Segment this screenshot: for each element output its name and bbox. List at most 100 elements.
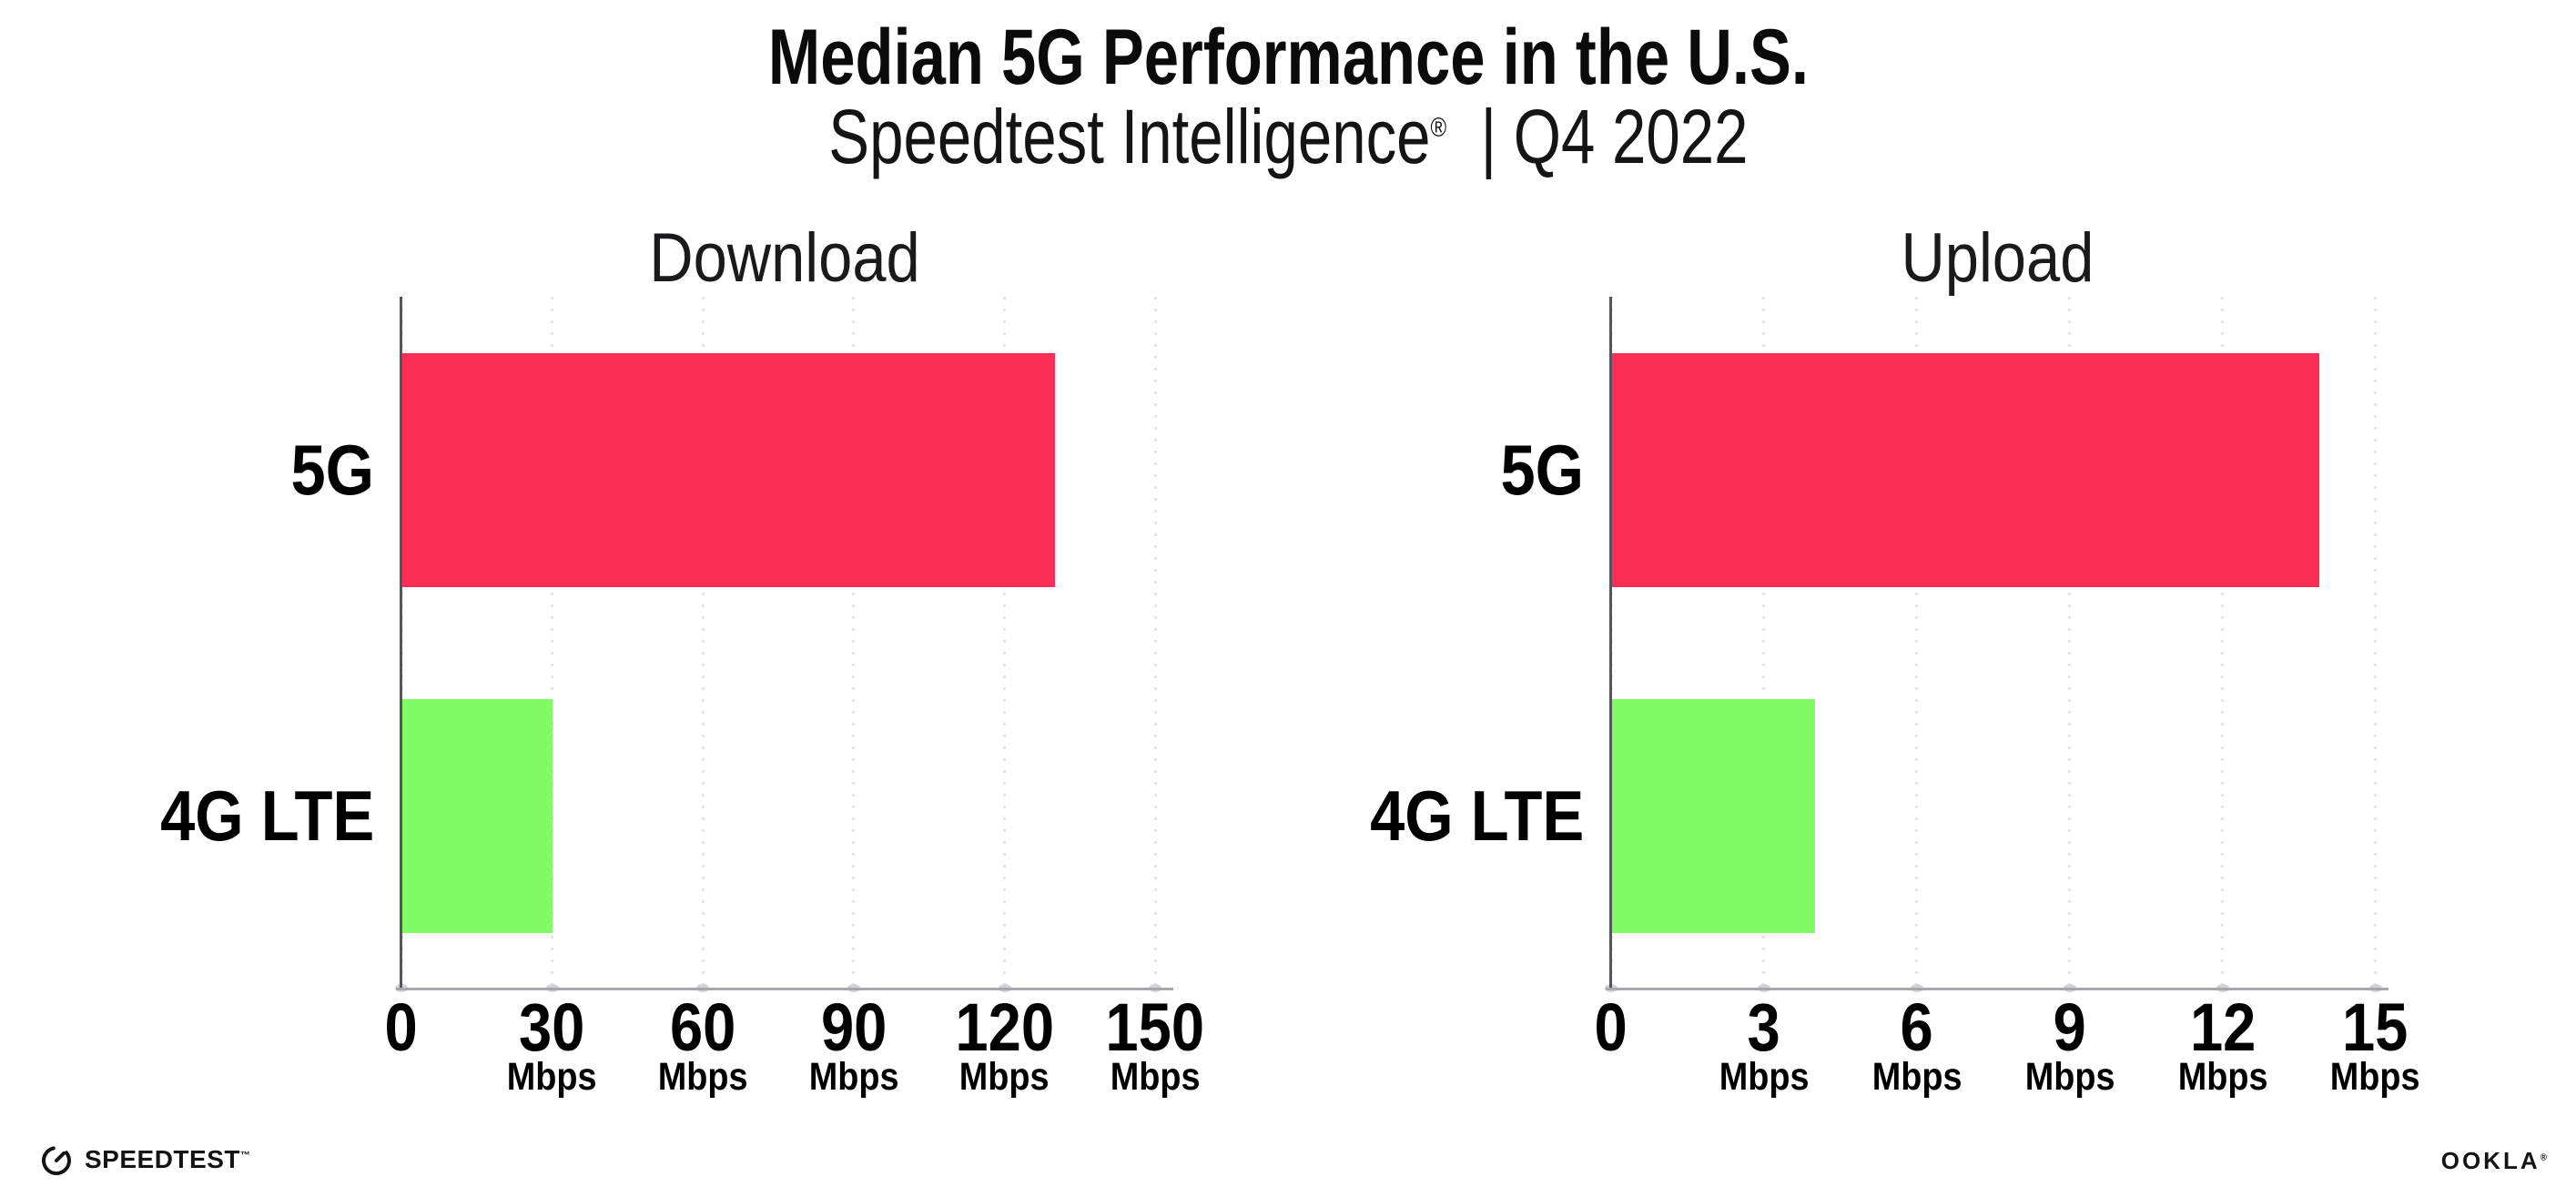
x-tick-unit: Mbps	[772, 1058, 936, 1097]
x-tick-value-text: 90	[820, 989, 887, 1065]
bar-5g	[1611, 352, 2320, 587]
x-tick: 12 Mbps	[2141, 994, 2305, 1097]
x-axis-line	[396, 988, 1173, 990]
x-tick: 60 Mbps	[621, 994, 785, 1097]
subtitle-period: Q4 2022	[1513, 94, 1749, 179]
x-tick-unit: Mbps	[621, 1058, 785, 1097]
x-tick-value: 9	[1988, 994, 2152, 1061]
x-tick-unit-text: Mbps	[657, 1055, 748, 1099]
x-tick-unit-text: Mbps	[507, 1055, 598, 1099]
speedtest-gauge-icon	[42, 1146, 71, 1175]
x-tick-value: 12	[2141, 994, 2305, 1061]
x-tick-unit: Mbps	[1835, 1058, 1999, 1097]
y-axis-line	[1609, 297, 1612, 989]
x-tick-value-text: 12	[2189, 989, 2256, 1065]
x-tick-value-text: 120	[955, 989, 1054, 1065]
ookla-logo: OOKLA®	[2441, 1147, 2547, 1175]
x-tick: 3 Mbps	[1682, 994, 1846, 1097]
x-tick: 6 Mbps	[1835, 994, 1999, 1097]
x-tick-value: 3	[1682, 994, 1846, 1061]
x-tick-unit-text: Mbps	[1719, 1055, 1810, 1099]
page-subtitle-text: Speedtest Intelligence® | Q4 2022	[828, 93, 1748, 181]
x-tick-value-text: 150	[1105, 989, 1205, 1065]
bar-5g	[401, 352, 1055, 587]
x-tick: 150 Mbps	[1073, 994, 1237, 1097]
x-tick-value-text: 6	[1900, 989, 1933, 1065]
x-tick-unit: Mbps	[923, 1058, 1087, 1097]
gridline	[2374, 297, 2378, 989]
page-title-text: Median 5G Performance in the U.S.	[767, 14, 1809, 101]
chart-title-text: Download	[649, 219, 920, 297]
gridline	[2221, 297, 2225, 989]
x-tick-value-text: 30	[519, 989, 585, 1065]
x-tick-unit: Mbps	[1682, 1058, 1846, 1097]
chart-title-text: Upload	[1901, 219, 2094, 297]
trademark-mark: ™	[239, 1150, 251, 1161]
category-label-5g: 5G	[1256, 427, 1584, 512]
x-tick-value-text: 0	[1594, 989, 1628, 1065]
category-label-text: 4G LTE	[1369, 776, 1584, 856]
x-tick-value: 0	[319, 994, 483, 1061]
x-axis-line	[1606, 988, 2388, 990]
gridline	[701, 297, 705, 989]
x-tick-unit: Mbps	[1073, 1058, 1237, 1097]
x-tick-unit-text: Mbps	[2177, 1055, 2268, 1099]
chart-title: Download	[401, 218, 1168, 298]
gridline	[1003, 297, 1007, 989]
speedtest-label: SPEEDTEST	[85, 1145, 240, 1173]
category-label-text: 5G	[1500, 430, 1584, 510]
x-tick-value: 120	[923, 994, 1087, 1061]
x-tick: 90 Mbps	[772, 994, 936, 1097]
x-tick: 0	[1529, 994, 1693, 1061]
gridline	[852, 297, 856, 989]
x-tick: 15 Mbps	[2294, 994, 2458, 1097]
y-axis-line	[400, 297, 402, 989]
x-tick-value-text: 60	[670, 989, 736, 1065]
x-tick-value: 0	[1529, 994, 1693, 1061]
x-tick-value-text: 3	[1747, 989, 1781, 1065]
category-label-4g-lte: 4G LTE	[1256, 773, 1584, 858]
x-tick: 30 Mbps	[471, 994, 634, 1097]
category-label-5g: 5G	[46, 427, 374, 512]
gridline	[1915, 297, 1919, 989]
x-tick-value: 30	[471, 994, 634, 1061]
x-tick-value-text: 0	[384, 989, 419, 1065]
page-subtitle: Speedtest Intelligence® | Q4 2022	[0, 93, 2576, 181]
subtitle-brand: Speedtest Intelligence	[827, 94, 1431, 179]
x-tick-unit-text: Mbps	[2330, 1055, 2420, 1099]
x-tick-value: 6	[1835, 994, 1999, 1061]
registered-mark: ®	[1430, 113, 1446, 143]
bar-4g-lte	[1611, 698, 1815, 933]
plot-area	[395, 297, 1173, 992]
bar-4g-lte	[401, 698, 553, 933]
page-title: Median 5G Performance in the U.S.	[0, 13, 2576, 103]
gridline	[2068, 297, 2072, 989]
x-tick-unit-text: Mbps	[1110, 1055, 1201, 1099]
x-tick-value-text: 9	[2053, 989, 2086, 1065]
x-tick-unit: Mbps	[2141, 1058, 2305, 1097]
speedtest-logo: SPEEDTEST™	[38, 1141, 250, 1178]
x-tick-unit-text: Mbps	[1871, 1055, 1962, 1099]
speedtest-wordmark: SPEEDTEST™	[85, 1145, 250, 1174]
gridline	[551, 297, 554, 989]
gridline	[1153, 297, 1157, 989]
x-tick-value: 150	[1073, 994, 1237, 1061]
x-tick-unit-text: Mbps	[808, 1055, 899, 1099]
plot-area	[1605, 297, 2388, 992]
x-tick-unit-text: Mbps	[2024, 1055, 2115, 1099]
x-tick-unit-text: Mbps	[959, 1055, 1050, 1099]
x-tick-unit: Mbps	[471, 1058, 634, 1097]
subtitle-divider: |	[1480, 94, 1496, 179]
ookla-registered-mark: ®	[2540, 1152, 2547, 1163]
category-label-4g-lte: 4G LTE	[46, 773, 374, 858]
x-tick-value-text: 15	[2342, 989, 2409, 1065]
gridline	[1762, 297, 1766, 989]
category-label-text: 4G LTE	[159, 776, 374, 856]
category-label-text: 5G	[290, 430, 374, 510]
x-tick-value: 15	[2294, 994, 2458, 1061]
x-tick: 9 Mbps	[1988, 994, 2152, 1097]
x-tick-unit: Mbps	[2294, 1058, 2458, 1097]
chart-title: Upload	[1611, 218, 2383, 298]
x-tick: 0	[319, 994, 483, 1061]
